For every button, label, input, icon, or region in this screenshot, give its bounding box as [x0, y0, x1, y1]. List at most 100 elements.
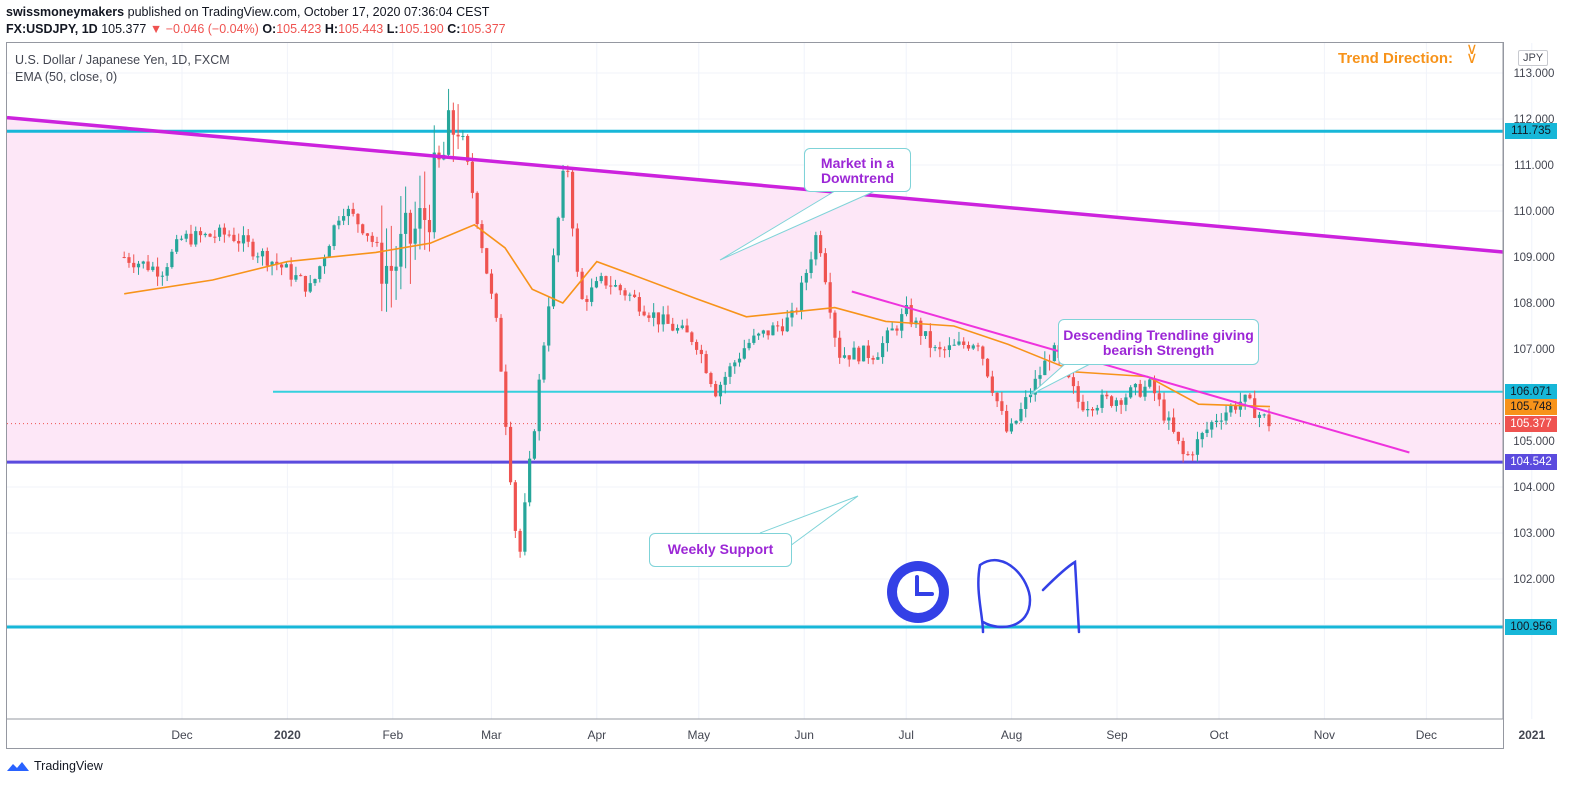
price-tag-mid: 106.071 — [1505, 383, 1557, 400]
currency-badge[interactable]: JPY — [1518, 50, 1549, 66]
candle-body-71 — [461, 135, 465, 137]
callout-pointer-downtrend — [719, 190, 876, 261]
candle-body-235 — [1243, 394, 1247, 402]
candle-body-153 — [852, 347, 856, 360]
candle-body-227 — [1205, 429, 1209, 434]
candle-body-145 — [814, 235, 818, 260]
candle-body-96 — [580, 271, 584, 299]
candle-body-73 — [470, 161, 475, 193]
candle-body-27 — [251, 241, 255, 257]
candle-body-168 — [923, 331, 928, 336]
price-tag-ema: 105.748 — [1505, 398, 1557, 415]
candle-body-38 — [303, 275, 308, 292]
time-tick-8: Aug — [1001, 728, 1022, 742]
candle-body-123 — [709, 373, 713, 385]
candle-body-113 — [661, 314, 665, 325]
candle-body-83 — [518, 530, 522, 552]
candle-body-90 — [551, 255, 556, 307]
candle-body-224 — [1191, 454, 1195, 456]
candle-body-57 — [394, 266, 398, 271]
footer-brand-label: TradingView — [34, 759, 103, 773]
ema-legend[interactable]: EMA (50, close, 0) — [15, 70, 118, 84]
candle-body-86 — [532, 431, 537, 459]
candle-body-101 — [604, 276, 608, 286]
candle-body-72 — [466, 135, 470, 162]
footer-brand[interactable]: TradingView — [6, 759, 103, 773]
candle-body-180 — [981, 346, 985, 359]
candle-body-127 — [728, 366, 732, 377]
time-tick-4: Apr — [587, 728, 606, 742]
candle-body-126 — [723, 376, 727, 385]
candle-body-114 — [666, 314, 670, 324]
price-tick-10: 111.000 — [1514, 160, 1554, 172]
candle-body-205 — [1100, 394, 1104, 408]
price-tag-support: 104.542 — [1505, 454, 1557, 471]
candle-body-26 — [246, 235, 250, 242]
candle-body-178 — [971, 345, 975, 349]
candle-body-188 — [1019, 408, 1023, 421]
candle-body-0 — [122, 257, 126, 258]
candle-body-79 — [499, 317, 503, 372]
candle-body-7 — [155, 266, 160, 277]
candle-body-176 — [962, 341, 966, 345]
candle-body-36 — [294, 275, 298, 280]
candle-body-156 — [866, 345, 870, 359]
candle-body-175 — [957, 341, 961, 345]
candle-body-221 — [1176, 431, 1180, 441]
candle-body-77 — [489, 273, 494, 294]
candle-body-32 — [275, 261, 279, 265]
candle-body-54 — [380, 242, 384, 284]
candle-body-165 — [909, 305, 913, 325]
candle-body-64 — [427, 219, 432, 233]
candle-body-151 — [842, 355, 847, 358]
author-name[interactable]: swissmoneymakers — [6, 5, 125, 19]
time-tick-7: Jul — [899, 728, 914, 742]
candle-body-18 — [208, 233, 212, 237]
candle-body-137 — [776, 325, 780, 327]
candle-body-231 — [1224, 412, 1228, 421]
candle-body-157 — [871, 358, 875, 360]
candle-body-24 — [237, 240, 241, 244]
candle-body-238 — [1257, 414, 1262, 418]
candle-body-116 — [675, 328, 680, 331]
candle-body-92 — [561, 170, 565, 218]
clock-hands — [915, 575, 934, 596]
candle-body-51 — [365, 233, 370, 236]
candle-body-211 — [1129, 387, 1133, 398]
candle-body-50 — [361, 224, 365, 234]
candle-body-11 — [175, 239, 179, 252]
candle-body-112 — [656, 312, 661, 325]
chart-legend-title[interactable]: U.S. Dollar / Japanese Yen, 1D, FXCM — [15, 53, 230, 67]
candle-body-184 — [1000, 401, 1004, 411]
candle-body-152 — [847, 355, 851, 360]
low-label: L: — [386, 22, 399, 36]
candle-body-174 — [952, 344, 956, 346]
candle-body-158 — [876, 357, 880, 360]
ema-line — [124, 223, 1271, 408]
candle-body-20 — [218, 227, 222, 237]
candle-body-225 — [1195, 439, 1200, 455]
candle-body-95 — [575, 228, 579, 272]
ohlc-line: FX:USDJPY, 1D 105.377 ▼ −0.046 (−0.04%) … — [6, 22, 506, 36]
candle-body-170 — [933, 347, 937, 349]
candle-body-169 — [928, 331, 932, 348]
candle-body-85 — [528, 458, 532, 503]
candle-body-91 — [556, 217, 560, 256]
candle-body-6 — [151, 266, 155, 271]
candle-body-108 — [637, 297, 641, 312]
candle-body-183 — [995, 392, 999, 402]
candle-body-21 — [222, 227, 226, 235]
candle-body-134 — [761, 330, 765, 334]
candle-body-12 — [179, 238, 184, 240]
candle-body-146 — [819, 235, 823, 254]
candle-body-144 — [809, 259, 813, 273]
candle-body-48 — [351, 208, 355, 214]
callout-support: Weekly Support — [649, 533, 792, 567]
candle-body-182 — [990, 376, 994, 393]
candle-body-203 — [1090, 408, 1095, 411]
candle-body-185 — [1005, 410, 1009, 432]
callout-pointer-trendline — [1029, 363, 1091, 396]
candle-body-161 — [890, 328, 894, 331]
candle-body-239 — [1262, 414, 1266, 416]
